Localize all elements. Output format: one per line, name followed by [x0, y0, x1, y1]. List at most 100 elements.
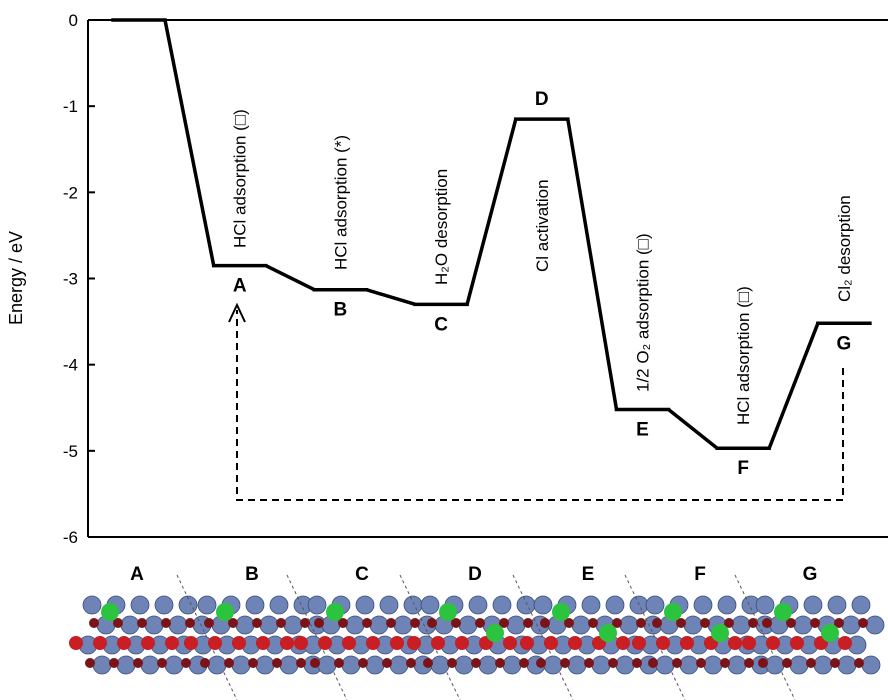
atom-ru: [862, 656, 880, 674]
atom-o: [406, 658, 416, 668]
atom-ru: [318, 656, 336, 674]
atom-o: [568, 636, 582, 650]
atom-ru: [404, 596, 422, 614]
atom-o: [742, 636, 756, 650]
step-annotation: HCl adsorption (*): [331, 135, 350, 270]
atom-ru: [121, 616, 139, 634]
atom-o: [109, 658, 119, 668]
atom-o: [410, 618, 420, 628]
y-tick-label: -6: [63, 528, 78, 547]
atom-o: [294, 636, 308, 650]
step-annotation: 1/2 O₂ adsorption (□): [634, 233, 653, 392]
atom-o: [495, 658, 505, 668]
panel-label: F: [694, 564, 706, 585]
panel-label: G: [803, 564, 818, 585]
atom-o: [519, 658, 529, 668]
atom-o: [616, 636, 630, 650]
step-annotation: HCl adsorption (□): [231, 109, 250, 248]
atom-ru: [208, 656, 226, 674]
atom-ru: [616, 656, 634, 674]
atom-o: [165, 636, 179, 650]
atom-o: [588, 618, 598, 628]
atom-ru: [728, 656, 746, 674]
atom-o: [427, 618, 437, 628]
atom-o: [386, 618, 396, 628]
atom-ru: [568, 656, 586, 674]
y-tick-label: -4: [63, 356, 78, 375]
state-label: C: [434, 314, 448, 335]
atom-ru: [794, 616, 812, 634]
atom-o: [248, 658, 258, 668]
step-annotation: Cl₂ desorption: [835, 195, 854, 302]
atom-ru: [421, 596, 439, 614]
atom-o: [672, 658, 682, 668]
atom-ru: [503, 656, 521, 674]
y-tick-label: -5: [63, 442, 78, 461]
atom-ru: [232, 656, 250, 674]
atom-o: [810, 618, 820, 628]
atom-ru: [684, 616, 702, 634]
atom-o: [636, 618, 646, 628]
atom-ru: [582, 596, 600, 614]
state-label: A: [233, 276, 247, 297]
atom-ru: [517, 596, 535, 614]
atom-o: [69, 636, 83, 650]
atom-o: [782, 658, 792, 668]
atom-cl: [486, 624, 504, 642]
atom-ru: [169, 616, 187, 634]
atom-o: [744, 658, 754, 668]
atom-o: [431, 636, 445, 650]
atom-ru: [131, 596, 149, 614]
atom-ru: [270, 596, 288, 614]
state-label: B: [334, 300, 348, 321]
atom-ru: [308, 596, 326, 614]
atom-o: [85, 658, 95, 668]
atom-ru: [656, 656, 674, 674]
atom-o: [455, 636, 469, 650]
atom-ru: [236, 616, 254, 634]
atom-cl: [599, 624, 617, 642]
atom-o: [700, 618, 710, 628]
atom-ru: [83, 596, 101, 614]
atom-o: [656, 636, 670, 650]
atom-ru: [165, 656, 183, 674]
atom-o: [362, 618, 372, 628]
atom-o: [540, 618, 550, 628]
atom-o: [503, 636, 517, 650]
atom-cl: [821, 624, 839, 642]
atom-o: [766, 636, 780, 650]
atom-o: [137, 618, 147, 628]
atom-ru: [704, 656, 722, 674]
atom-ru: [155, 596, 173, 614]
atom-o: [314, 618, 324, 628]
atom-o: [471, 658, 481, 668]
atom-ru: [469, 596, 487, 614]
atom-ru: [455, 656, 473, 674]
atom-ru: [366, 656, 384, 674]
atom-o: [133, 658, 143, 668]
atom-o: [280, 636, 294, 650]
atom-ru: [260, 616, 278, 634]
atom-o: [93, 636, 107, 650]
atom-cl: [101, 603, 119, 621]
atom-cl: [711, 624, 729, 642]
connector: [266, 266, 315, 290]
atom-ru: [394, 616, 412, 634]
atom-ru: [356, 596, 374, 614]
atom-ru: [141, 656, 159, 674]
panel-label: E: [582, 564, 595, 585]
atom-ru: [732, 616, 750, 634]
atom-o: [544, 636, 558, 650]
atom-o: [652, 618, 662, 628]
atom-cl: [774, 603, 792, 621]
atom-o: [762, 618, 772, 628]
atom-ru: [284, 616, 302, 634]
atom-o: [185, 618, 195, 628]
atom-cl: [439, 603, 457, 621]
atom-ru: [370, 616, 388, 634]
panel-label: A: [130, 564, 144, 585]
atom-o: [696, 658, 706, 668]
atom-ru: [852, 596, 870, 614]
atom-o: [252, 618, 262, 628]
atom-o: [858, 618, 868, 628]
